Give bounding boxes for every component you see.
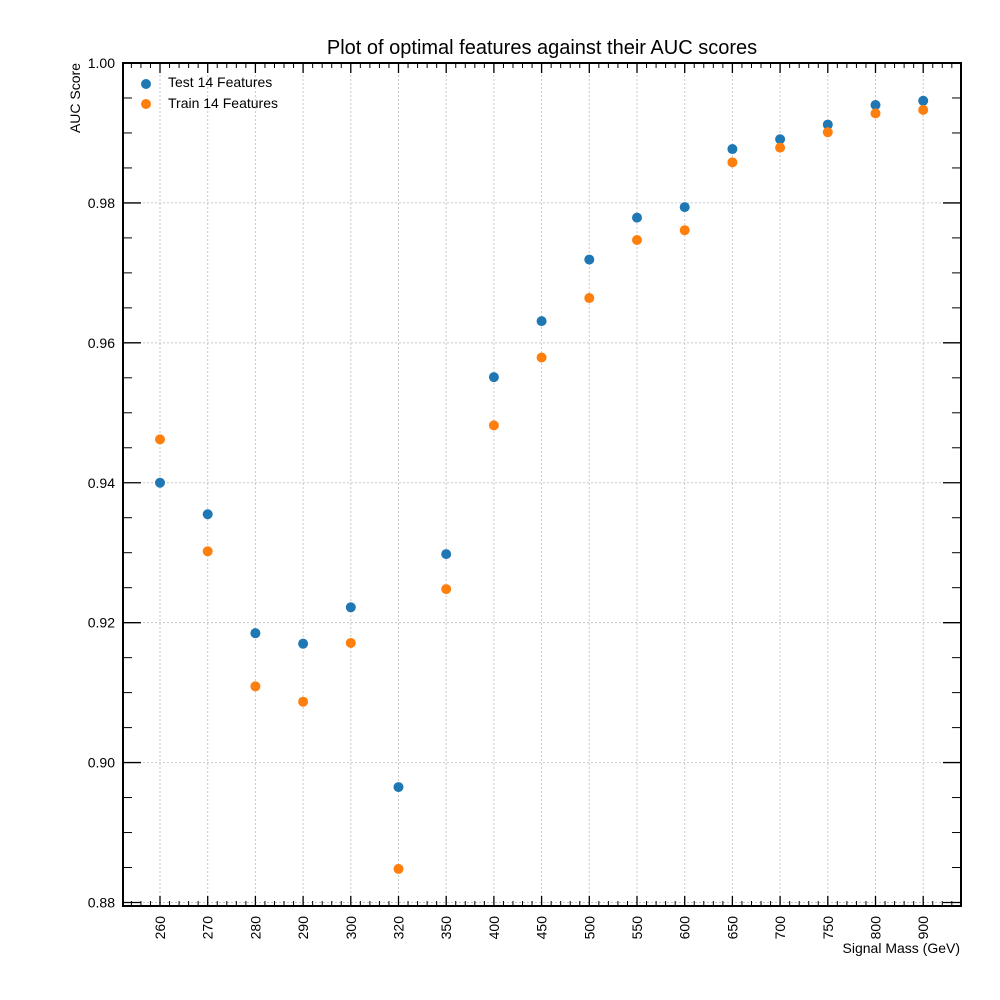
point-test xyxy=(918,95,929,106)
x-tick-label: 550 xyxy=(629,916,645,940)
x-tick-label: 280 xyxy=(247,916,263,940)
point-train xyxy=(870,108,881,119)
y-tick-labels: 0.88 0.90 0.92 0.94 0.96 0.98 1.00 xyxy=(88,55,115,911)
point-train xyxy=(393,863,404,874)
x-tick-label: 650 xyxy=(724,916,740,940)
x-tick-labels: 260 270 280 290 300 320 350 400 450 500 550 600 650 7… xyxy=(152,916,931,940)
point-test xyxy=(155,477,165,488)
point-test xyxy=(298,638,309,649)
y-tick-label: 0.88 xyxy=(88,895,115,911)
legend-marker-test xyxy=(141,79,151,89)
x-tick-label: 290 xyxy=(295,916,311,940)
y-axis-label: AUC Score xyxy=(67,63,83,133)
point-train xyxy=(155,434,165,445)
point-train xyxy=(584,293,595,304)
point-train xyxy=(345,637,356,648)
legend-label-train: Train 14 Features xyxy=(168,95,278,111)
point-train xyxy=(202,546,213,557)
point-test xyxy=(822,119,833,130)
x-tick-label: 270 xyxy=(200,916,216,940)
y-tick-label: 0.94 xyxy=(88,475,115,491)
y-tick-label: 0.96 xyxy=(88,335,115,351)
x-tick-label: 500 xyxy=(581,916,597,940)
x-tick-label: 400 xyxy=(486,916,502,940)
chart-title: Plot of optimal features against their A… xyxy=(327,37,757,59)
point-train xyxy=(822,127,833,138)
point-test xyxy=(441,549,452,560)
x-tick-label: 260 xyxy=(152,916,168,940)
x-tick-label: 320 xyxy=(391,916,407,940)
point-test xyxy=(775,134,786,145)
x-tick-label: 600 xyxy=(677,916,693,940)
x-tick-label: 300 xyxy=(343,916,359,940)
point-test xyxy=(345,602,356,613)
point-train xyxy=(441,584,452,595)
y-tick-label: 1.00 xyxy=(88,55,115,71)
point-test xyxy=(488,372,499,383)
x-tick-label: 900 xyxy=(915,916,931,940)
point-test xyxy=(679,202,690,213)
point-train xyxy=(298,696,309,707)
point-train xyxy=(679,225,690,236)
legend: Test 14 Features Train 14 Features xyxy=(141,74,278,111)
x-tick-label: 450 xyxy=(534,916,550,940)
data-points xyxy=(155,95,929,874)
legend-label-test: Test 14 Features xyxy=(168,74,272,90)
x-tick-label: 750 xyxy=(820,916,836,940)
y-tick-label: 0.92 xyxy=(88,615,115,631)
point-test xyxy=(202,509,213,520)
point-test xyxy=(632,212,642,223)
x-tick-label: 700 xyxy=(772,916,788,940)
point-train xyxy=(727,157,738,168)
grid-lines xyxy=(123,62,961,906)
plot-frame xyxy=(122,62,962,907)
point-train xyxy=(488,420,499,431)
point-train xyxy=(632,234,642,245)
point-train xyxy=(775,142,786,153)
point-train xyxy=(918,104,929,115)
point-test xyxy=(250,628,261,639)
x-tick-label: 350 xyxy=(438,916,454,940)
point-test xyxy=(536,316,547,327)
legend-marker-train xyxy=(141,99,151,109)
point-train xyxy=(536,352,547,363)
x-tick-label: 800 xyxy=(868,916,884,940)
y-tick-label: 0.98 xyxy=(88,195,115,211)
x-axis-label: Signal Mass (GeV) xyxy=(843,940,960,956)
point-test xyxy=(584,254,595,265)
point-train xyxy=(250,681,261,692)
point-test xyxy=(870,99,881,110)
y-tick-label: 0.90 xyxy=(88,755,115,771)
point-test xyxy=(393,782,404,793)
point-test xyxy=(727,144,738,155)
